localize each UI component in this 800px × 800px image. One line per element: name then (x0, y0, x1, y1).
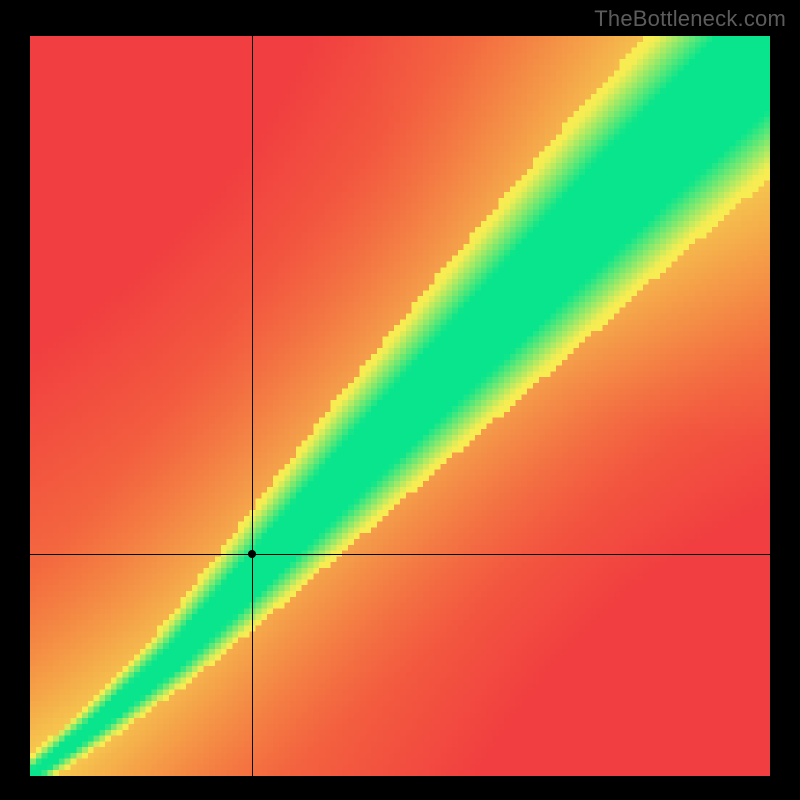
watermark-text: TheBottleneck.com (594, 6, 786, 32)
chart-container: TheBottleneck.com (0, 0, 800, 800)
heatmap-canvas (30, 36, 770, 776)
crosshair-dot (248, 550, 256, 558)
plot-frame (30, 36, 770, 776)
crosshair-vertical (252, 36, 253, 776)
crosshair-horizontal (30, 554, 770, 555)
